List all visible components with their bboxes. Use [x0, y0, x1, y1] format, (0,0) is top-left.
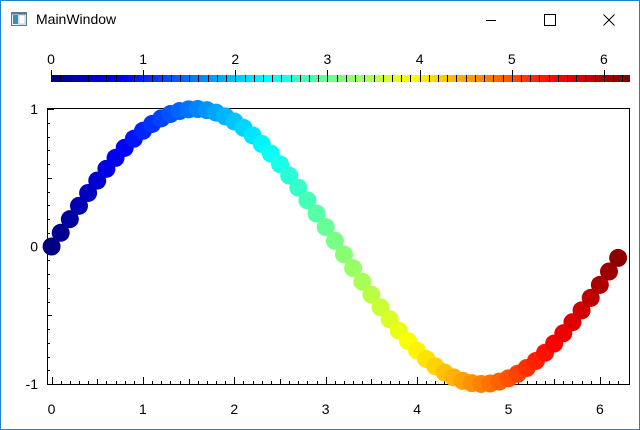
scatter-point	[51, 223, 70, 242]
x-tick-label: 0	[48, 401, 56, 417]
window-title: MainWindow	[36, 11, 117, 27]
colorbar-tick-label: 1	[139, 51, 147, 67]
scatter-point	[60, 210, 79, 229]
x-tick-label: 6	[596, 401, 604, 417]
colorbar: 0 1 2 3 4 5 6	[47, 51, 630, 82]
y-tick-label: -1	[26, 376, 39, 392]
scatter-point	[298, 191, 317, 210]
scatter-series	[42, 100, 628, 393]
scatter-point	[325, 231, 344, 250]
minimize-button[interactable]	[468, 1, 514, 38]
app-window-icon	[11, 12, 27, 26]
colorbar-tick-label: 0	[47, 51, 55, 67]
scatter-point	[307, 204, 326, 223]
scatter-point	[69, 196, 88, 215]
colorbar-labels: 0 1 2 3 4 5 6	[47, 51, 608, 67]
scatter-point	[599, 262, 618, 281]
plot: 0 1 2 3 4 5 6 -1 0 1	[26, 100, 630, 417]
scatter-point	[590, 275, 609, 294]
scatter-point	[334, 245, 353, 264]
scatter-point	[42, 237, 61, 256]
title-bar[interactable]: MainWindow	[1, 1, 639, 38]
scatter-point	[572, 301, 591, 320]
scatter-point	[362, 285, 381, 304]
scatter-point	[79, 183, 98, 202]
axis-labels: 0 1 2 3 4 5 6 -1 0 1	[26, 101, 604, 417]
close-button[interactable]	[586, 1, 632, 38]
minimize-icon	[485, 14, 497, 26]
colorbar-tick-label: 6	[600, 51, 608, 67]
colorbar-ticks	[51, 70, 623, 82]
scatter-point	[353, 272, 372, 291]
colorbar-tick-label: 5	[508, 51, 516, 67]
colorbar-tick-label: 4	[416, 51, 424, 67]
x-tick-label: 5	[505, 401, 513, 417]
colorbar-tick-label: 2	[231, 51, 239, 67]
scatter-point	[609, 248, 628, 267]
scatter-point	[581, 288, 600, 307]
y-tick-label: 1	[30, 101, 38, 117]
scatter-point	[316, 218, 335, 237]
colorbar-tick-label: 3	[324, 51, 332, 67]
x-tick-label: 1	[139, 401, 147, 417]
x-tick-label: 2	[230, 401, 238, 417]
scatter-point	[344, 259, 363, 278]
maximize-icon	[544, 13, 556, 26]
x-tick-label: 4	[413, 401, 421, 417]
scatter-point	[289, 178, 308, 197]
x-tick-label: 3	[322, 401, 330, 417]
colorbar-gradient	[51, 75, 630, 82]
maximize-button[interactable]	[527, 1, 573, 38]
close-icon	[603, 13, 615, 26]
y-tick-label: 0	[30, 239, 38, 255]
